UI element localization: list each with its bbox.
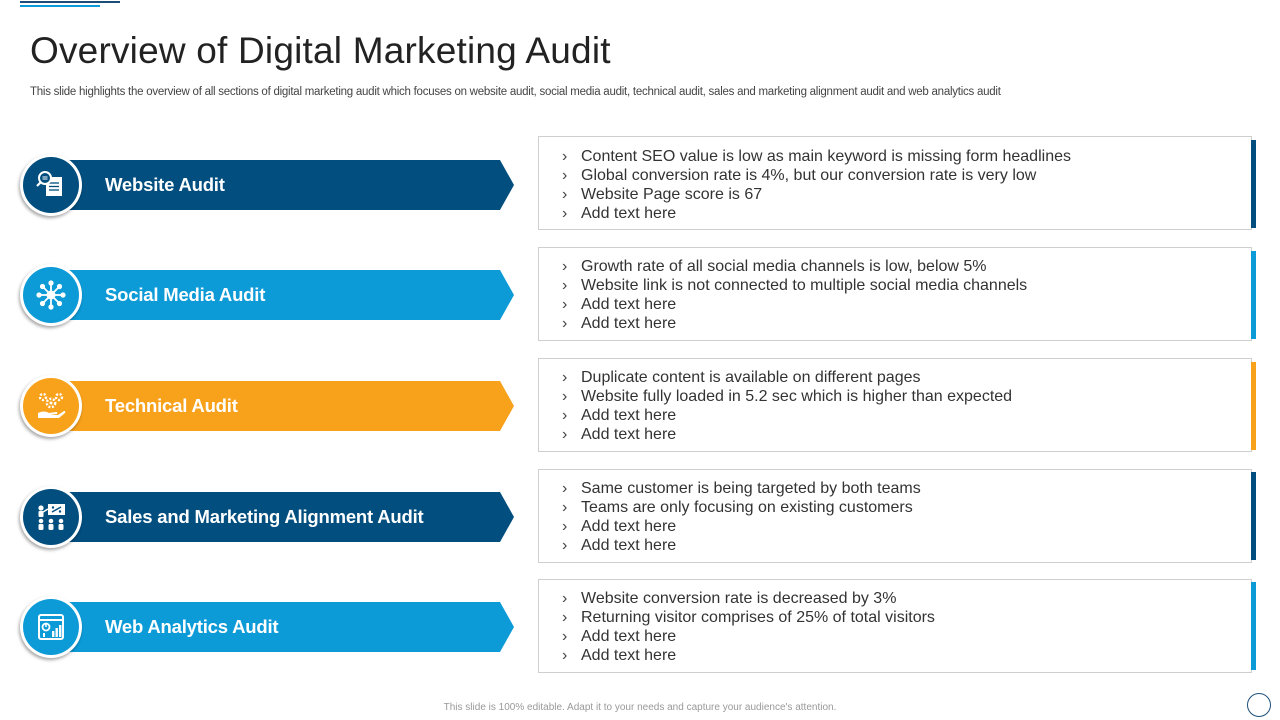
chevron-right-icon: ›	[562, 590, 568, 607]
list-item: › Add text here	[562, 537, 677, 554]
chevron-right-icon: ›	[562, 480, 568, 497]
list-item: › Add text here	[562, 296, 677, 313]
audit-row-social-media: Social Media Audit	[0, 241, 1280, 351]
audit-row-web-analytics: Web Analytics Audit › Website conversion …	[0, 573, 1280, 683]
social-media-audit-findings: › Growth rate of all social media channel…	[562, 257, 1027, 333]
chevron-right-icon: ›	[562, 277, 568, 294]
website-audit-findings: › Content SEO value is low as main keywor…	[562, 147, 1071, 223]
list-item: › Add text here	[562, 518, 677, 535]
web-analytics-audit-findings: › Website conversion rate is decreased by…	[562, 589, 935, 665]
sales-marketing-audit-findings-box	[538, 469, 1252, 563]
list-item: › Duplicate content is available on diffe…	[562, 369, 921, 386]
web-analytics-audit-label: Web Analytics Audit	[105, 616, 279, 637]
page-subtitle: This slide highlights the overview of al…	[30, 86, 1001, 98]
chevron-right-icon: ›	[562, 148, 568, 165]
sales-marketing-audit-badge	[20, 486, 82, 548]
list-item: › Website fully loaded in 5.2 sec which i…	[562, 388, 1013, 405]
chevron-right-icon: ›	[562, 609, 568, 626]
list-item: › Content SEO value is low as main keywor…	[562, 148, 1071, 165]
list-item: › Teams are only focusing on existing cus…	[562, 499, 913, 516]
chevron-right-icon: ›	[562, 315, 568, 332]
top-accent-line-dark	[20, 1, 120, 3]
team-presentation-icon	[23, 489, 79, 545]
list-item: › Same customer is being targeted by both…	[562, 480, 921, 497]
web-analytics-audit-findings-box	[538, 579, 1252, 673]
website-audit-badge	[20, 154, 82, 216]
technical-audit-box-accent	[1251, 362, 1256, 450]
list-item: › Growth rate of all social media channel…	[562, 258, 987, 275]
technical-audit-findings: › Duplicate content is available on diffe…	[562, 368, 1012, 444]
list-item: › Add text here	[562, 315, 677, 332]
list-item: › Returning visitor comprises of 25% of t…	[562, 609, 935, 626]
web-analytics-audit-box-accent	[1251, 582, 1256, 670]
social-media-audit-findings-box	[538, 247, 1252, 341]
web-analytics-audit-banner[interactable]: Web Analytics Audit	[48, 602, 514, 652]
sales-marketing-audit-banner[interactable]: Sales and Marketing Alignment Audit	[48, 492, 514, 542]
chevron-right-icon: ›	[562, 426, 568, 443]
social-media-audit-banner[interactable]: Social Media Audit	[48, 270, 514, 320]
list-item: › Website Page score is 67	[562, 186, 763, 203]
chevron-right-icon: ›	[562, 407, 568, 424]
audit-row-sales-marketing: Sales and Marketing Alignment Audit › Sam	[0, 463, 1280, 573]
list-item: › Add text here	[562, 628, 677, 645]
chevron-right-icon: ›	[562, 647, 568, 664]
social-media-audit-badge	[20, 264, 82, 326]
chevron-right-icon: ›	[562, 258, 568, 275]
chevron-right-icon: ›	[562, 537, 568, 554]
network-icon	[23, 267, 79, 323]
website-audit-banner[interactable]: Website Audit	[48, 160, 514, 210]
list-item: › Add text here	[562, 205, 677, 222]
social-media-audit-box-accent	[1251, 251, 1256, 339]
social-media-audit-label: Social Media Audit	[105, 284, 266, 305]
audit-row-website: Website Audit › Content SEO value is low …	[0, 130, 1280, 240]
website-audit-findings-box	[538, 136, 1252, 230]
technical-audit-badge	[20, 375, 82, 437]
website-audit-label: Website Audit	[105, 174, 225, 195]
analytics-window-icon	[23, 599, 79, 655]
chevron-right-icon: ›	[562, 499, 568, 516]
top-accent-line-blue	[20, 5, 100, 7]
corner-circle-decoration	[1247, 693, 1271, 717]
chevron-right-icon: ›	[562, 205, 568, 222]
list-item: › Global conversion rate is 4%, but our c…	[562, 167, 1037, 184]
footer-note: This slide is 100% editable. Adapt it to…	[443, 702, 837, 713]
sales-marketing-audit-findings: › Same customer is being targeted by both…	[562, 479, 921, 555]
list-item: › Website conversion rate is decreased by…	[562, 590, 897, 607]
chevron-right-icon: ›	[562, 518, 568, 535]
sales-marketing-audit-label: Sales and Marketing Alignment Audit	[105, 506, 424, 527]
technical-audit-findings-box	[538, 358, 1252, 452]
sales-marketing-audit-box-accent	[1251, 472, 1256, 560]
chevron-right-icon: ›	[562, 167, 568, 184]
audit-row-technical: Technical Audit › Duplicate content is av…	[0, 352, 1280, 462]
website-audit-box-accent	[1251, 140, 1256, 228]
chevron-right-icon: ›	[562, 628, 568, 645]
list-item: › Website link is not connected to multip…	[562, 277, 1028, 294]
list-item: › Add text here	[562, 426, 677, 443]
technical-audit-banner[interactable]: Technical Audit	[48, 381, 514, 431]
chevron-right-icon: ›	[562, 369, 568, 386]
page-title: Overview of Digital Marketing Audit	[30, 30, 611, 71]
gears-hand-icon	[23, 378, 79, 434]
chevron-right-icon: ›	[562, 388, 568, 405]
web-analytics-audit-badge	[20, 596, 82, 658]
chevron-right-icon: ›	[562, 296, 568, 313]
website-audit-icon	[23, 157, 79, 213]
list-item: › Add text here	[562, 647, 677, 664]
list-item: › Add text here	[562, 407, 677, 424]
technical-audit-label: Technical Audit	[105, 395, 238, 416]
chevron-right-icon: ›	[562, 186, 568, 203]
